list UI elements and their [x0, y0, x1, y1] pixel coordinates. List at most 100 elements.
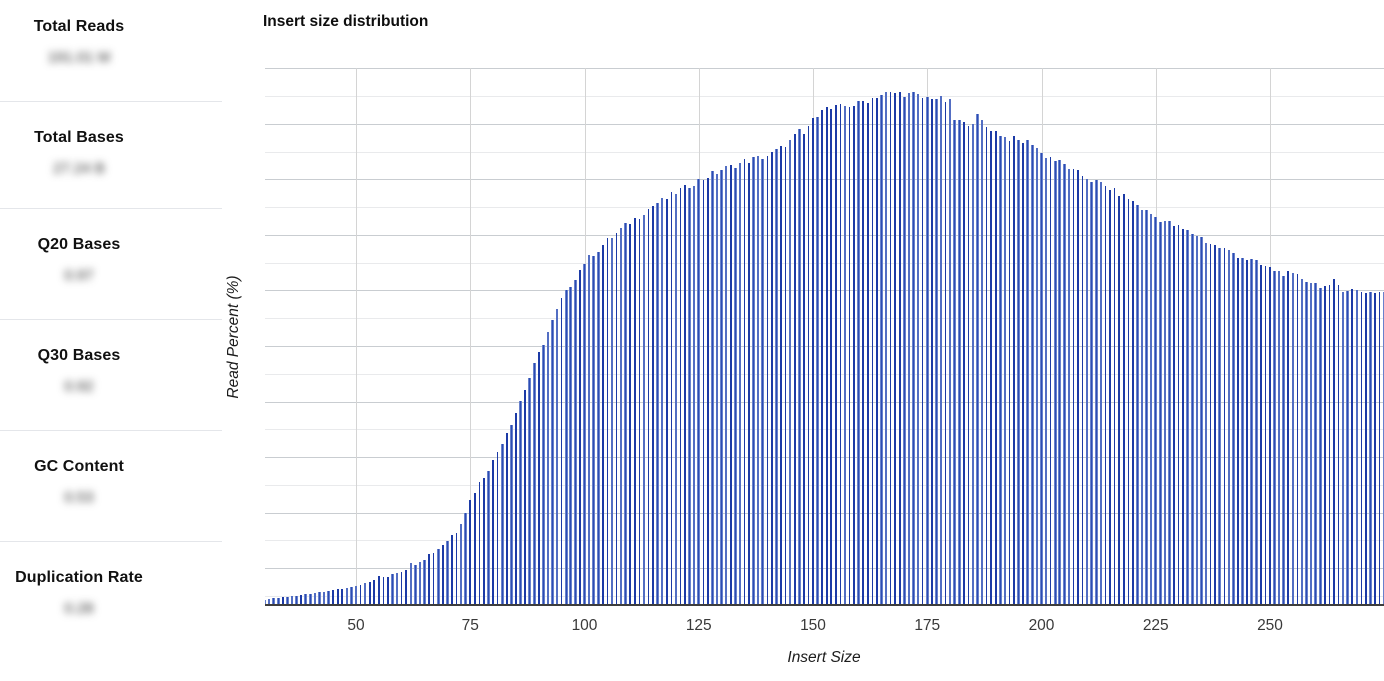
insert-size-bar: [1214, 244, 1216, 606]
insert-size-bar: [474, 492, 476, 606]
insert-size-bar: [766, 156, 769, 606]
insert-size-bar: [564, 289, 568, 606]
insert-size-bar: [944, 101, 947, 606]
insert-size-bar: [720, 170, 723, 606]
horizontal-gridline: [265, 179, 1384, 181]
insert-size-bar: [684, 184, 686, 606]
insert-size-bar: [272, 598, 276, 606]
insert-size-bar: [729, 164, 732, 606]
insert-size-bar: [619, 228, 623, 606]
insert-size-bar: [1154, 216, 1158, 606]
insert-size-bar: [318, 592, 321, 606]
insert-size-bar: [876, 97, 878, 606]
insert-size-bar: [1173, 225, 1175, 606]
insert-size-bar: [1369, 291, 1372, 606]
insert-size-bar: [368, 581, 371, 606]
insert-size-bar: [359, 584, 362, 606]
insert-size-bar: [1118, 195, 1120, 606]
insert-size-bar: [1109, 189, 1111, 606]
insert-size-bar: [642, 215, 646, 606]
insert-size-bar: [1382, 291, 1384, 606]
insert-size-bar: [647, 209, 650, 606]
insert-size-bar: [1237, 257, 1239, 606]
insert-size-bar: [487, 471, 490, 606]
insert-size-bar: [816, 116, 819, 606]
plot-area[interactable]: [265, 68, 1384, 606]
insert-size-bar: [428, 553, 430, 606]
horizontal-gridline: [265, 151, 1384, 153]
insert-size-bar: [871, 97, 874, 606]
insert-size-bar: [1200, 237, 1203, 606]
insert-size-bar: [436, 549, 440, 606]
insert-size-bar: [300, 594, 302, 606]
insert-size-bar: [912, 92, 915, 606]
insert-size-bar: [286, 596, 289, 606]
insert-size-bar: [1223, 248, 1226, 606]
insert-size-bar: [277, 597, 280, 606]
insert-size-bar: [916, 94, 920, 606]
insert-size-bar: [857, 100, 860, 606]
insert-size-bar: [1218, 248, 1222, 606]
insert-size-bar: [692, 186, 696, 606]
x-tick-label: 250: [1257, 617, 1283, 634]
horizontal-gridline: [265, 484, 1384, 486]
insert-size-bar: [1136, 205, 1139, 606]
insert-size-bar: [459, 523, 463, 606]
insert-size-bar: [734, 167, 737, 606]
insert-size-bar: [939, 96, 943, 606]
insert-size-bar: [400, 571, 403, 606]
insert-size-bar: [1132, 201, 1134, 606]
insert-size-bar: [1031, 145, 1034, 606]
insert-size-bar: [583, 263, 586, 606]
insert-size-bar: [1182, 228, 1184, 606]
insert-size-bar: [405, 569, 408, 606]
insert-size-bar: [1365, 293, 1367, 606]
stat-block: Q20 Bases 0.97: [0, 208, 222, 320]
x-tick-label: 150: [800, 617, 826, 634]
x-tick-label: 225: [1142, 617, 1169, 634]
insert-size-bar: [1324, 286, 1326, 606]
insert-size-bar: [569, 287, 573, 606]
horizontal-gridline: [265, 595, 1384, 597]
insert-size-bar: [803, 134, 805, 606]
insert-size-bar: [843, 106, 847, 606]
insert-size-bar: [1296, 274, 1299, 606]
insert-size-bar: [304, 594, 308, 606]
insert-size-bar: [1044, 157, 1048, 606]
insert-size-bar: [807, 125, 810, 606]
insert-size-bar: [1232, 253, 1235, 606]
insert-size-bar: [884, 91, 888, 606]
insert-size-bar: [469, 500, 472, 606]
insert-size-bar: [953, 119, 956, 606]
insert-size-bar: [455, 532, 458, 606]
insert-size-bar: [309, 593, 312, 606]
insert-size-bar: [1177, 224, 1180, 606]
insert-size-bar: [551, 319, 554, 606]
insert-size-bar: [1355, 289, 1359, 606]
insert-size-bar: [601, 245, 604, 606]
insert-size-bar: [931, 98, 933, 606]
insert-size-bar: [336, 589, 339, 606]
insert-size-bar: [345, 587, 349, 606]
insert-size-bar: [1277, 271, 1281, 606]
horizontal-gridline: [265, 540, 1384, 542]
horizontal-gridline: [265, 290, 1384, 292]
insert-size-bar: [1318, 288, 1322, 606]
insert-size-bar: [409, 562, 413, 606]
stat-block: Duplication Rate 0.28: [0, 541, 158, 681]
insert-size-bar: [1140, 209, 1144, 606]
stat-divider: [0, 430, 222, 431]
y-axis-label: Read Percent (%): [225, 275, 242, 399]
insert-size-bar: [542, 345, 545, 606]
insert-size-bar: [1053, 160, 1057, 606]
insert-size-bar: [1186, 229, 1190, 606]
insert-size-bar: [1149, 214, 1153, 606]
insert-size-bar: [596, 251, 600, 606]
horizontal-gridline: [265, 96, 1384, 98]
insert-size-bar: [322, 591, 326, 606]
insert-size-bar: [976, 113, 979, 606]
stat-divider: [0, 541, 222, 542]
stat-value-blurred: 0.97: [64, 267, 94, 284]
insert-size-bar: [341, 588, 344, 606]
insert-size-bar: [574, 280, 577, 606]
